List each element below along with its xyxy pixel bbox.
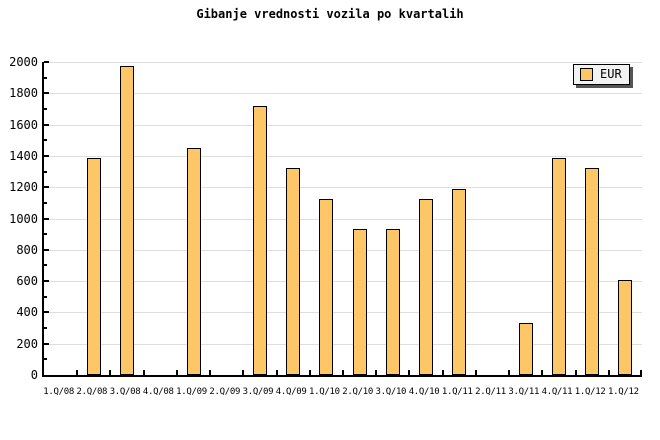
x-boundary-tick: [143, 370, 145, 375]
y-minor-tick: [44, 201, 47, 204]
gridline-800: [44, 249, 642, 251]
x-boundary-tick: [342, 370, 344, 375]
x-axis-label: 1.Q/10: [309, 387, 340, 397]
gridline-400: [44, 312, 642, 314]
gridline-2000: [44, 62, 642, 63]
bar-3q11: [519, 323, 533, 375]
y-minor-tick: [44, 358, 47, 361]
legend-label: EUR: [600, 67, 622, 81]
x-axis-label: 1.Q/08: [43, 387, 74, 397]
x-axis-label: 2.Q/11: [475, 387, 506, 397]
x-axis-label: 2.Q/09: [209, 387, 241, 397]
bar-3q08: [120, 66, 134, 375]
y-minor-tick: [44, 264, 47, 267]
y-axis-label: 1000: [9, 211, 38, 226]
y-major-tick: [44, 61, 49, 63]
y-minor-tick: [44, 76, 47, 79]
bar-2q08: [87, 158, 101, 375]
y-axis-label: 1400: [9, 148, 38, 163]
legend: EUR: [573, 64, 630, 85]
x-axis-label: 1.Q/11: [441, 387, 473, 397]
x-axis-label: 4.Q/08: [142, 387, 174, 397]
y-minor-tick: [44, 139, 47, 142]
x-axis-label: 1.Q/09: [176, 387, 207, 397]
x-axis-label: 2.Q/08: [76, 387, 108, 397]
x-axis-label: 3.Q/08: [109, 387, 141, 397]
gridline-1000: [44, 218, 642, 220]
x-boundary-tick: [375, 370, 377, 375]
gridline-1400: [44, 155, 642, 157]
y-major-tick: [44, 248, 49, 251]
gridline-1800: [44, 93, 642, 95]
y-minor-tick: [44, 233, 47, 236]
y-major-tick: [44, 92, 49, 95]
gridline-1600: [44, 124, 642, 126]
y-major-tick: [44, 154, 49, 157]
gridline-1200: [44, 187, 642, 189]
y-major-tick: [44, 186, 49, 189]
bar-2q10: [353, 229, 367, 375]
bar-1q10: [319, 199, 333, 375]
x-boundary-tick: [575, 370, 577, 375]
bar-4q10: [419, 199, 433, 375]
bar-1q11: [452, 189, 466, 375]
y-axis-label: 1800: [9, 86, 38, 101]
x-axis-label: 2.Q/10: [342, 387, 373, 397]
x-axis-label: 3.Q/10: [375, 387, 407, 397]
x-boundary-tick: [242, 370, 244, 375]
x-axis-label: 1.Q/12: [608, 387, 639, 397]
x-boundary-tick: [176, 370, 178, 375]
y-major-tick: [44, 311, 49, 314]
y-axis-label: 200: [16, 336, 38, 351]
x-boundary-tick: [276, 370, 278, 375]
x-boundary-tick: [109, 370, 111, 375]
gridline-200: [44, 343, 642, 345]
x-boundary-tick: [640, 370, 642, 375]
x-boundary-tick: [408, 370, 410, 375]
y-minor-tick: [44, 327, 47, 330]
x-boundary-tick: [209, 370, 211, 375]
x-boundary-tick: [508, 370, 510, 375]
y-axis-label: 1200: [9, 180, 38, 195]
y-axis-label: 1600: [9, 117, 38, 132]
bar-3q10: [386, 229, 400, 375]
plot-area: [42, 61, 642, 377]
y-axis-label: 400: [16, 305, 38, 320]
chart-title: Gibanje vrednosti vozila po kvartalih: [196, 7, 464, 21]
y-axis-label: 600: [16, 274, 38, 289]
bar-1q12: [618, 280, 632, 375]
y-axis-label: 800: [16, 242, 38, 257]
bar-4q09: [286, 168, 300, 375]
x-boundary-tick: [309, 370, 311, 375]
x-axis-label: 3.Q/11: [508, 387, 540, 397]
bar-3q09: [253, 106, 267, 375]
x-boundary-tick: [475, 370, 477, 375]
x-axis-label: 4.Q/09: [275, 387, 307, 397]
gridline-600: [44, 281, 642, 283]
legend-swatch-icon: [580, 68, 593, 81]
y-major-tick: [44, 217, 49, 220]
bar-1q12: [585, 168, 599, 375]
y-axis-label: 2000: [9, 55, 38, 69]
x-boundary-tick: [76, 370, 78, 375]
x-axis-label: 1.Q/12: [574, 387, 606, 397]
y-major-tick: [44, 342, 49, 345]
y-minor-tick: [44, 295, 47, 298]
bar-1q09: [187, 148, 201, 375]
x-axis-label: 4.Q/11: [541, 387, 573, 397]
x-boundary-tick: [442, 370, 444, 375]
y-major-tick: [44, 123, 49, 126]
x-axis-label: 4.Q/10: [408, 387, 440, 397]
x-boundary-tick: [541, 370, 543, 375]
y-major-tick: [44, 280, 49, 283]
y-minor-tick: [44, 107, 47, 110]
x-axis-label: 3.Q/09: [242, 387, 274, 397]
y-minor-tick: [44, 170, 47, 173]
y-axis-label: 0: [30, 368, 38, 382]
x-boundary-tick: [608, 370, 610, 375]
bar-4q11: [552, 158, 566, 375]
